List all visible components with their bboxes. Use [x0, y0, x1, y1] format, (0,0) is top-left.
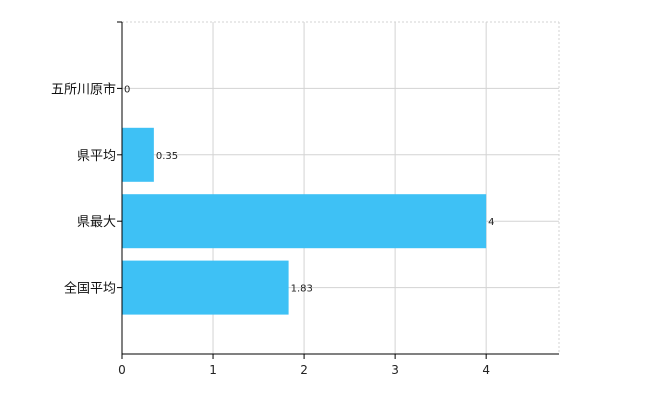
bar: [122, 260, 289, 315]
category-label: 五所川原市: [51, 81, 116, 97]
bar: [122, 127, 154, 182]
category-label: 全国平均: [64, 281, 116, 297]
bar-series: [122, 127, 487, 315]
data-label: 1.83: [291, 284, 313, 295]
category-label: 県平均: [77, 149, 116, 164]
x-tick-label: 2: [300, 363, 308, 377]
category-label: 県最大: [77, 215, 116, 230]
x-tick-label: 3: [391, 363, 399, 377]
grid-lines: [122, 21, 560, 354]
data-label: 0: [124, 84, 130, 95]
x-tick-label: 1: [209, 363, 217, 377]
data-label: 0.35: [156, 151, 178, 162]
x-tick-label: 0: [118, 363, 126, 377]
bar: [122, 194, 487, 249]
data-label: 4: [488, 217, 494, 228]
axes: [117, 21, 559, 359]
x-tick-label: 4: [482, 363, 490, 377]
